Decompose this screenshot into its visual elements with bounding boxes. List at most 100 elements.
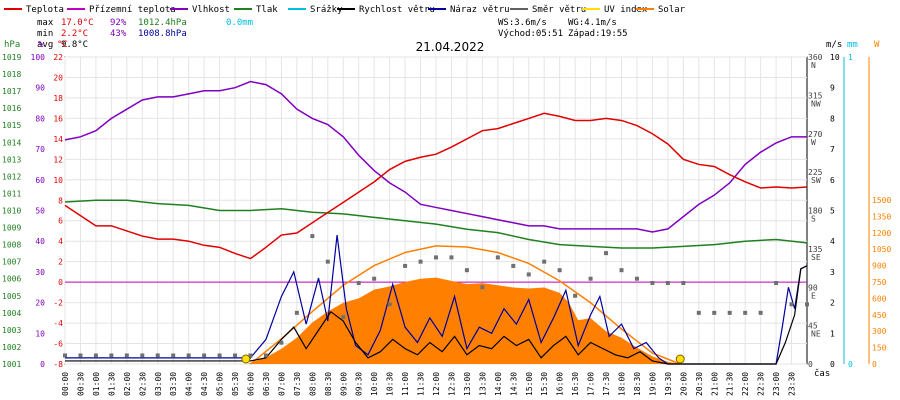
axis-time-tick: 08:30 — [324, 372, 333, 396]
axis-dir-tick: 135 — [808, 245, 823, 254]
axis-time-tick: 20:30 — [695, 372, 704, 396]
axis-dir-tick: 315 — [808, 91, 823, 100]
solar-theoretical-curve — [250, 245, 681, 365]
axis-dir-tick: 90 — [808, 283, 818, 292]
sunset: Západ:19:55 — [568, 29, 628, 39]
axis-celsius-tick: 6 — [58, 217, 63, 226]
axis-w-tick: 1350 — [872, 212, 891, 221]
axis-hpa-tick: 1007 — [2, 258, 21, 267]
axis-celsius-tick: -8 — [53, 360, 63, 369]
axis-dir-tick: 180 — [808, 207, 823, 216]
stat-avg-temp: 9.8°C — [61, 40, 88, 50]
axis-time-tick: 16:30 — [571, 372, 580, 396]
wind-dir-point — [619, 268, 624, 273]
axis-ms-tick: 3 — [830, 268, 835, 277]
axis-w-tick: 900 — [872, 262, 887, 271]
axis-time-tick: 01:30 — [107, 372, 116, 396]
wind-dir-point — [403, 263, 408, 268]
wind-dir-point — [480, 285, 485, 290]
axis-pct-tick: 70 — [35, 145, 45, 154]
axis-celsius-tick: 16 — [53, 114, 63, 123]
axis-hpa-tick: 1004 — [2, 309, 21, 318]
axis-dir-label: NE — [811, 330, 821, 339]
wind-dir-point — [78, 353, 83, 358]
legend-item: Teplota — [26, 5, 64, 15]
stat-max-press: 1012.4hPa — [138, 18, 187, 28]
wind-dir-point — [557, 268, 562, 273]
axis-w-tick: 1050 — [872, 245, 891, 254]
axis-time-tick: 08:00 — [308, 372, 317, 396]
wind-dir-point — [186, 353, 191, 358]
axis-time-tick: 14:30 — [509, 372, 518, 396]
axis-hpa-tick: 1002 — [2, 343, 21, 352]
axis-time-tick: 05:30 — [231, 372, 240, 396]
axis-time-tick: 04:30 — [200, 372, 209, 396]
axis-time-tick: 01:00 — [92, 372, 101, 396]
axis-mm-tick: 1 — [848, 53, 853, 62]
axis-celsius-title: °C — [57, 40, 68, 50]
axis-time-tick: 11:00 — [401, 372, 410, 396]
legend-item: Vlhkost — [192, 5, 230, 15]
stat-max-hum: 92% — [110, 18, 127, 28]
axis-ms-tick: 10 — [830, 53, 840, 62]
stat-min-temp: 2.2°C — [61, 29, 88, 39]
axis-time-tick: 12:00 — [432, 372, 441, 396]
axis-w-tick: 1200 — [872, 229, 891, 238]
axis-time-tick: 00:30 — [76, 372, 85, 396]
axis-ms-tick: 9 — [830, 84, 835, 93]
wind-dir-point — [511, 263, 516, 268]
axis-time-tick: 02:30 — [138, 372, 147, 396]
axis-time-tick: 22:00 — [741, 372, 750, 396]
axis-time-tick: 17:30 — [602, 372, 611, 396]
wind-speed-line — [65, 265, 808, 365]
axis-hpa-tick: 1018 — [2, 70, 21, 79]
temperature-line — [64, 112, 808, 260]
axis-pct-tick: 20 — [35, 299, 45, 308]
axis-dir-label: SE — [811, 253, 821, 262]
stat-min-label: min — [37, 29, 53, 39]
axes: 1001100210031004100510061007100810091010… — [2, 53, 891, 396]
wind-dir-point — [93, 353, 98, 358]
axis-celsius-tick: 18 — [53, 94, 63, 103]
axis-time-tick: 05:00 — [216, 372, 225, 396]
wind-dir-point — [696, 310, 701, 315]
axis-celsius-tick: -2 — [53, 299, 63, 308]
wind-dir-point — [294, 310, 299, 315]
wind-dir-point — [124, 353, 129, 358]
stat-min-hum: 43% — [110, 29, 127, 39]
axis-pct-title: % — [38, 40, 44, 50]
axis-time-tick: 00:00 — [61, 372, 70, 396]
wind-dir-point — [109, 353, 114, 358]
axis-time-tick: 02:00 — [123, 372, 132, 396]
axis-celsius-tick: 14 — [53, 135, 63, 144]
axis-ms-tick: 1 — [830, 329, 835, 338]
axis-time-tick: 19:00 — [648, 372, 657, 396]
wind-dir-point — [387, 302, 392, 307]
axis-w-tick: 0 — [872, 360, 877, 369]
legend-item: Tlak — [256, 5, 278, 15]
uv-marker — [675, 354, 685, 364]
wind-ws: WS:3.6m/s — [498, 18, 547, 28]
axis-time-tick: 03:00 — [154, 372, 163, 396]
stat-min-press: 1008.8hPa — [138, 29, 187, 39]
axis-w-tick: 450 — [872, 311, 887, 320]
axis-time-tick: 22:30 — [757, 372, 766, 396]
axis-dir-label: E — [811, 291, 816, 300]
axis-hpa-tick: 1003 — [2, 326, 21, 335]
legend-item: Solar — [658, 5, 686, 15]
wind-dir-point — [604, 251, 609, 256]
axis-celsius-tick: 2 — [58, 258, 63, 267]
axis-ms-tick: 8 — [830, 114, 835, 123]
axis-time-tick: 13:30 — [478, 372, 487, 396]
axis-ms-tick: 2 — [830, 299, 835, 308]
axis-pct-tick: 80 — [35, 114, 45, 123]
axis-celsius-tick: 22 — [53, 53, 63, 62]
wind-dir-point — [464, 268, 469, 273]
wind-dir-point — [712, 310, 717, 315]
axis-hpa-tick: 1016 — [2, 104, 21, 113]
wind-dir-point — [63, 353, 67, 358]
wind-dir-point — [310, 234, 315, 239]
axis-dir-tick: 0 — [808, 360, 813, 369]
wind-dir-point — [217, 353, 222, 358]
legend-item: Náraz větru — [450, 5, 510, 15]
